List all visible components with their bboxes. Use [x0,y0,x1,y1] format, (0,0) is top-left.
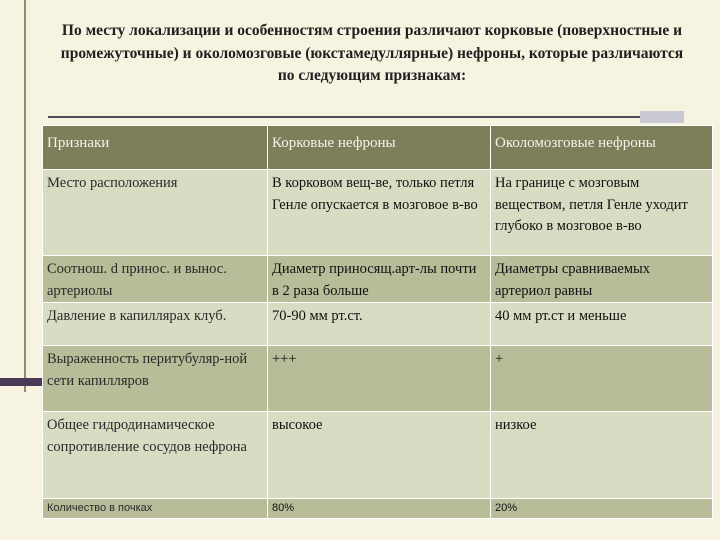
cortical-cell: Диаметр приносящ.арт-лы почти в 2 раза б… [267,255,491,303]
row-label: Соотнош. d принос. и вынос. артериолы [42,255,268,303]
juxtamedullary-cell: низкое [490,411,713,499]
row-label: Выраженность перитубуляр-ной сети капилл… [42,345,268,412]
header-cell-juxtamedullary: Околомозговые нефроны [490,125,713,170]
table-row: Место расположения В корковом вещ-ве, то… [42,169,713,256]
cortical-cell: высокое [267,411,491,499]
table-row: Давление в капиллярах клуб. 70-90 мм рт.… [42,302,713,346]
left-decorative-bar [0,378,42,386]
left-decorative-line [24,0,26,392]
header-cell-features: Признаки [42,125,268,170]
row-label: Давление в капиллярах клуб. [42,302,268,346]
title-divider [48,116,684,118]
juxtamedullary-cell: 40 мм рт.ст и меньше [490,302,713,346]
cortical-cell: 70-90 мм рт.ст. [267,302,491,346]
table-row: Выраженность перитубуляр-ной сети капилл… [42,345,713,412]
table-row: Количество в почках 80% 20% [42,498,713,519]
row-label: Место расположения [42,169,268,256]
comparison-table-container: Признаки Корковые нефроны Околомозговые … [42,125,713,519]
header-cell-cortical: Корковые нефроны [267,125,491,170]
table-header-row: Признаки Корковые нефроны Околомозговые … [42,125,713,170]
table-row: Общее гидродинамическое сопротивление со… [42,411,713,499]
juxtamedullary-cell: 20% [490,498,713,519]
slide-title: По месту локализации и особенностям стро… [60,22,684,84]
juxtamedullary-cell: Диаметры сравниваемых артериол равны [490,255,713,303]
juxtamedullary-cell: + [490,345,713,412]
table-row: Соотнош. d принос. и вынос. артериолы Ди… [42,255,713,303]
cortical-cell: +++ [267,345,491,412]
cortical-cell: В корковом вещ-ве, только петля Генле оп… [267,169,491,256]
cortical-cell: 80% [267,498,491,519]
divider-accent [640,111,684,123]
row-label: Количество в почках [42,498,268,519]
juxtamedullary-cell: На границе с мозговым веществом, петля Г… [490,169,713,256]
row-label: Общее гидродинамическое сопротивление со… [42,411,268,499]
comparison-table: Признаки Корковые нефроны Околомозговые … [42,125,713,519]
